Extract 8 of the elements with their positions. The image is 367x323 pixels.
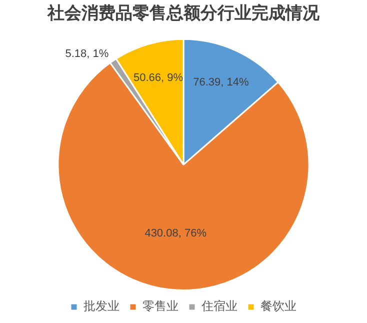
legend-label: 批发业 (84, 299, 120, 314)
legend-label: 零售业 (142, 299, 178, 314)
data-label: 76.39, 14% (193, 76, 249, 88)
data-label: 5.18, 1% (65, 48, 109, 60)
legend-label: 餐饮业 (260, 299, 296, 314)
data-label: 430.08, 76% (144, 227, 207, 240)
legend-label: 住宿业 (200, 299, 238, 314)
chart-title: 社会消费品零售总额分行业完成情况 (46, 4, 320, 24)
